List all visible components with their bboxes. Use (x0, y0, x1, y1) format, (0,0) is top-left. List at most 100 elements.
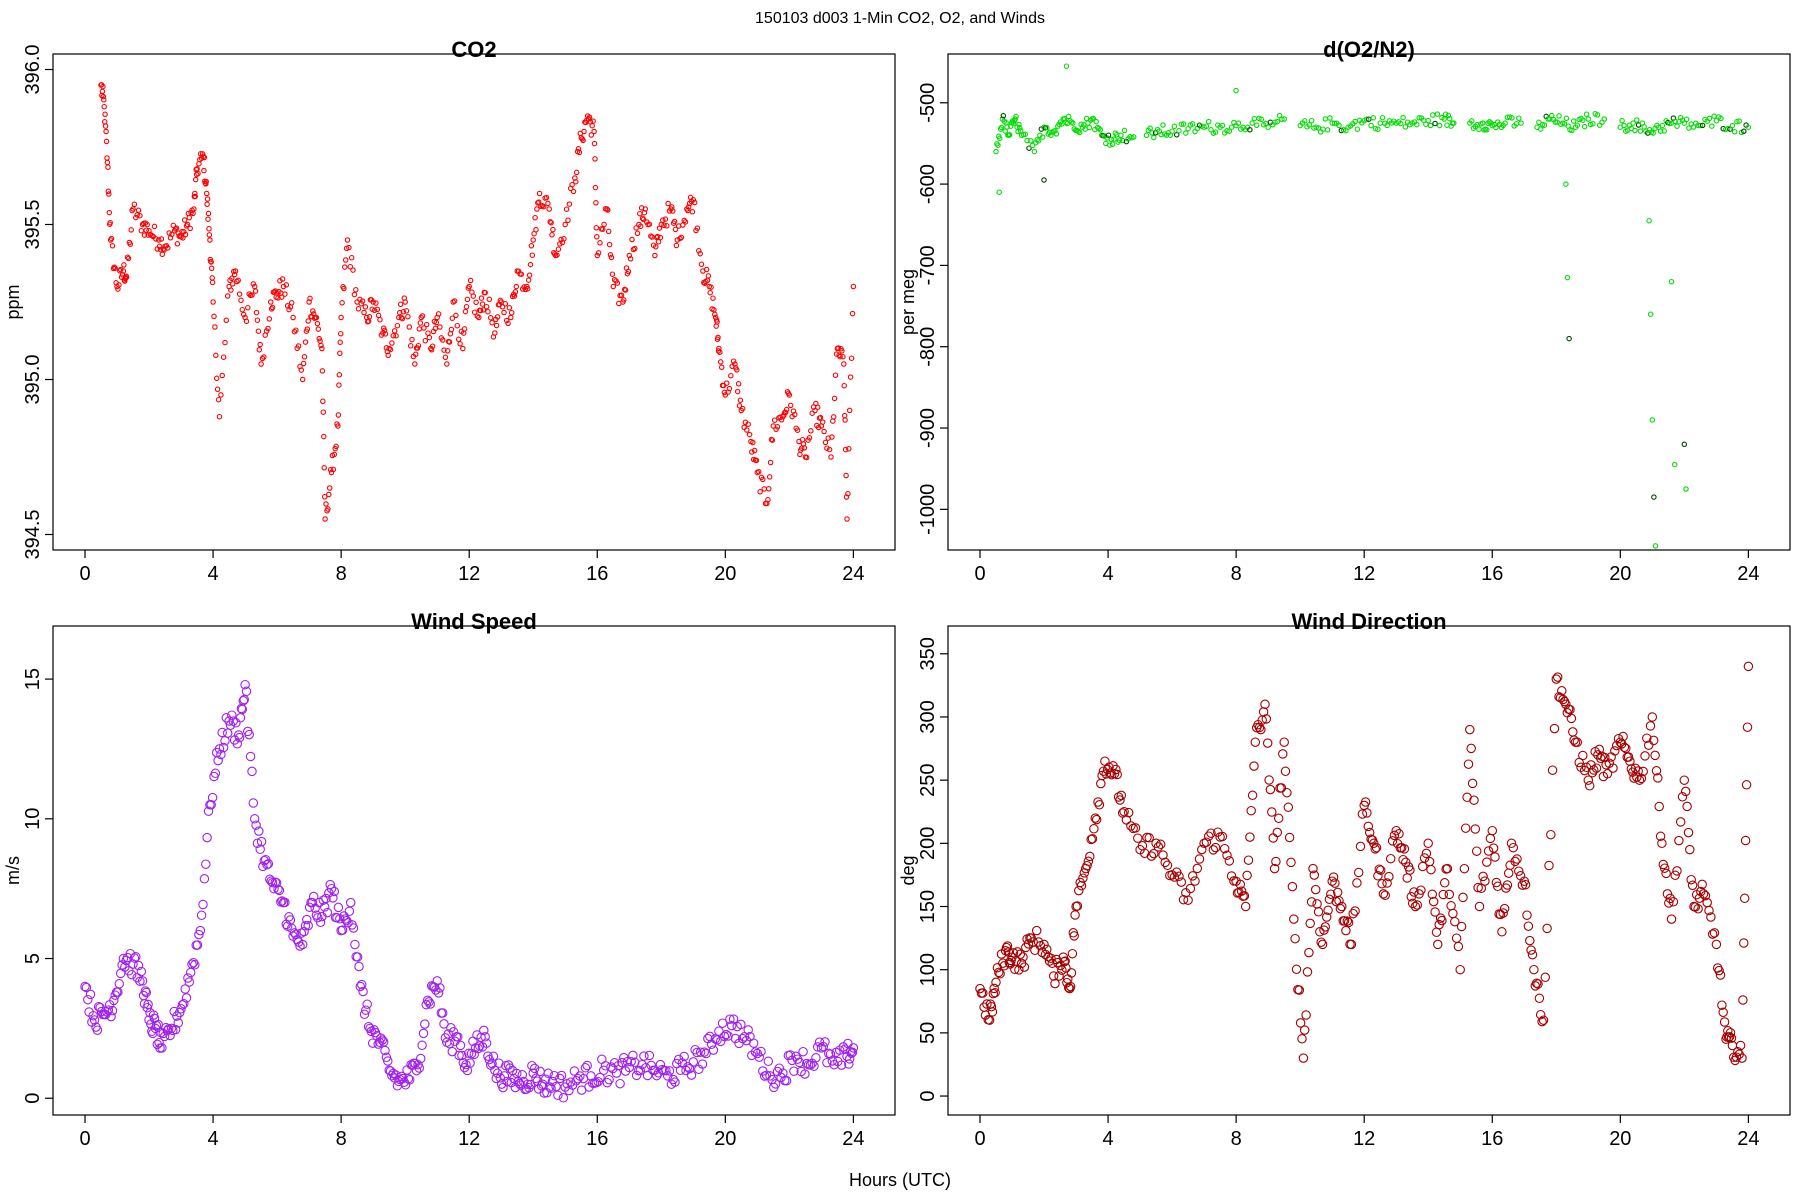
wspd-data-point (92, 1025, 103, 1035)
co2-data-point (575, 146, 582, 152)
wspd-data-point (637, 1059, 647, 1070)
co2-data-point (595, 250, 602, 256)
co2-data-point (290, 314, 296, 321)
o2-data-point (1279, 116, 1285, 123)
o2-data-point (1448, 123, 1454, 129)
o2-data-point (1044, 124, 1050, 131)
o2-data-point (1563, 115, 1570, 122)
wspd-data-point (217, 727, 227, 738)
co2-data-point (180, 235, 186, 241)
co2-data-point (734, 367, 740, 373)
co2-data-point (428, 347, 435, 353)
co2-data-point (409, 336, 415, 343)
o2-data-point (1659, 122, 1666, 129)
co2-data-point (153, 236, 159, 242)
wspd-data-point (387, 1070, 397, 1081)
o2-data-point (1007, 123, 1014, 129)
wdir-data-point (1466, 743, 1476, 754)
co2-data-point (344, 237, 351, 243)
co2-data-point (419, 313, 426, 319)
co2-data-point (605, 207, 611, 213)
wspd-data-point (661, 1065, 671, 1076)
wspd-data-point (308, 891, 319, 902)
co2-data-point (726, 385, 733, 392)
co2-data-point (228, 287, 234, 293)
wspd-data-point (304, 902, 315, 913)
o2-data-point (1035, 138, 1042, 144)
o2-data-point (1327, 115, 1333, 121)
wspd-data-point (107, 1005, 118, 1016)
co2-data-point (184, 221, 191, 228)
co2-data-point (104, 159, 111, 166)
wdir-data-point (1679, 775, 1690, 785)
wdir-data-point (1091, 814, 1102, 825)
co2-data-point (634, 230, 641, 237)
co2-data-point (236, 291, 243, 297)
co2-data-point (433, 319, 440, 326)
co2-data-point (102, 111, 108, 118)
wdir-data-point (1357, 809, 1368, 819)
wspd-data-point (248, 798, 259, 808)
co2-data-point (691, 199, 698, 206)
co2-data-point (843, 472, 849, 479)
co2-data-point (832, 372, 839, 378)
o2-data-point (1484, 127, 1490, 133)
co2-data-point (205, 216, 211, 222)
wdir-xtick-label: 20 (1609, 1128, 1631, 1150)
co2-data-point (275, 295, 281, 301)
co2-data-point (694, 225, 701, 231)
wdir-data-point (1279, 737, 1289, 747)
co2-data-point (291, 328, 298, 335)
co2-data-point (849, 310, 856, 317)
wspd-data-point (785, 1050, 796, 1060)
wspd-data-point (642, 1070, 653, 1081)
co2-data-point (385, 352, 391, 359)
co2-data-point (730, 358, 737, 364)
wdir-data-point (1115, 795, 1125, 805)
wdir-data-point (1666, 914, 1677, 924)
co2-data-point (847, 374, 854, 380)
wspd-data-point (194, 929, 204, 940)
co2-data-point (462, 308, 469, 315)
wdir-data-point (1031, 925, 1042, 936)
wspd-data-point (611, 1068, 622, 1078)
wdir-data-point (1004, 957, 1015, 968)
wdir-data-point (1469, 795, 1479, 805)
wspd-data-point (154, 1037, 164, 1048)
co2-data-point (760, 476, 766, 483)
o2-data-point (1093, 118, 1099, 125)
co2-data-point (208, 259, 214, 265)
wdir-data-point (978, 988, 988, 998)
wspd-data-point (812, 1042, 823, 1052)
co2-data-point (192, 176, 199, 183)
wspd-data-point (754, 1052, 764, 1062)
wspd-data-point (322, 907, 333, 918)
co2-data-point (548, 219, 554, 226)
wspd-data-point (414, 1063, 425, 1073)
co2-data-point (120, 268, 127, 274)
co2-data-point (321, 494, 328, 500)
co2-data-point (333, 443, 339, 450)
wdir-data-point (1298, 1053, 1309, 1063)
wspd-xtick-label: 16 (586, 1128, 608, 1150)
wdir-data-point (1520, 879, 1531, 890)
wdir-data-point (1738, 995, 1748, 1005)
wspd-data-point (240, 679, 250, 690)
wdir-data-point (1299, 1025, 1310, 1035)
co2-data-point (669, 208, 676, 214)
wdir-data-point (1407, 898, 1418, 909)
co2-data-point (741, 424, 747, 431)
wdir-data-point (1558, 694, 1568, 705)
co2-data-point (222, 339, 228, 346)
wdir-data-point (1448, 908, 1458, 919)
wspd-data-point (848, 1043, 859, 1053)
wspd-data-point (258, 861, 268, 872)
co2-data-point (254, 317, 261, 323)
wspd-data-point (202, 832, 212, 843)
wspd-data-point (778, 1068, 788, 1078)
co2-data-point (503, 317, 510, 324)
o2-ytick-label: -600 (917, 164, 939, 204)
wdir-data-point (1271, 856, 1281, 867)
co2-data-point (737, 397, 744, 404)
